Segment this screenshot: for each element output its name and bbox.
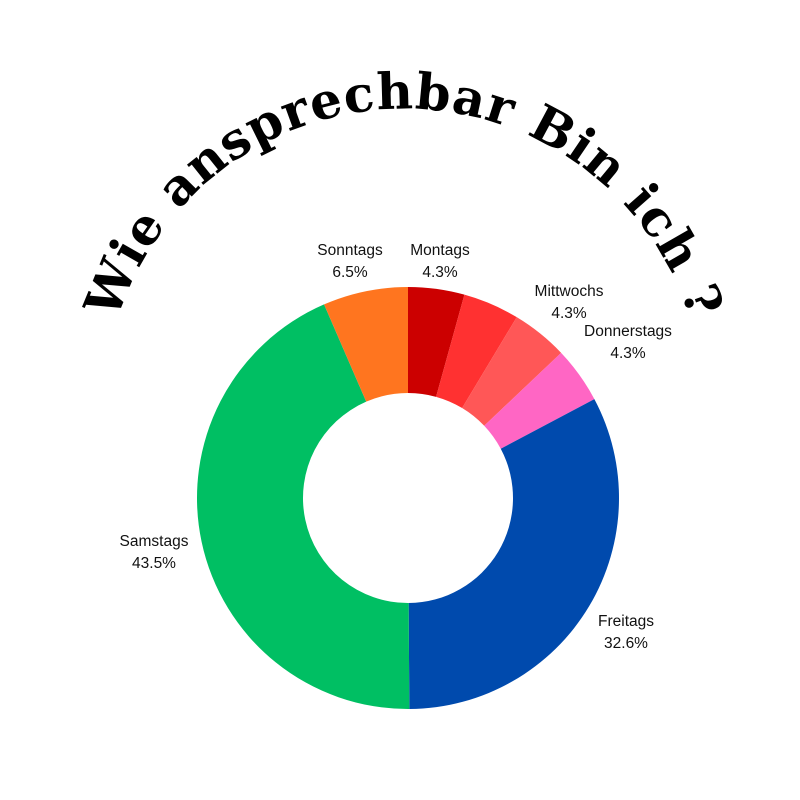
slice-freitags <box>408 399 619 709</box>
slice-label-value: 6.5% <box>332 264 368 281</box>
slices-group <box>197 287 619 709</box>
chart-title-path: Wie ansprechbar Bin ich ? <box>72 61 734 326</box>
slice-label-name: Mittwochs <box>535 283 604 300</box>
slice-montags <box>408 287 465 397</box>
chart-title: Wie ansprechbar Bin ich ? <box>72 61 735 326</box>
slice-unlabeled <box>436 294 517 409</box>
slice-label-value: 4.3% <box>610 345 646 362</box>
slice-label-name: Donnerstags <box>584 323 672 340</box>
slice-sonntags <box>324 287 408 402</box>
slice-label-value: 32.6% <box>604 635 648 652</box>
slice-label-name: Montags <box>410 242 470 259</box>
slice-label-name: Samstags <box>120 533 189 550</box>
slice-label-value: 43.5% <box>132 555 176 572</box>
slice-mittwochs <box>462 317 562 426</box>
slice-label-name: Sonntags <box>317 242 383 259</box>
slice-label-name: Freitags <box>598 613 654 630</box>
slice-label-value: 4.3% <box>551 305 587 322</box>
slice-donnerstags <box>484 352 595 449</box>
labels-group: Montags4.3%Mittwochs4.3%Donnerstags4.3%F… <box>120 242 673 652</box>
slice-label-value: 4.3% <box>422 264 458 281</box>
slice-samstags <box>197 304 410 709</box>
